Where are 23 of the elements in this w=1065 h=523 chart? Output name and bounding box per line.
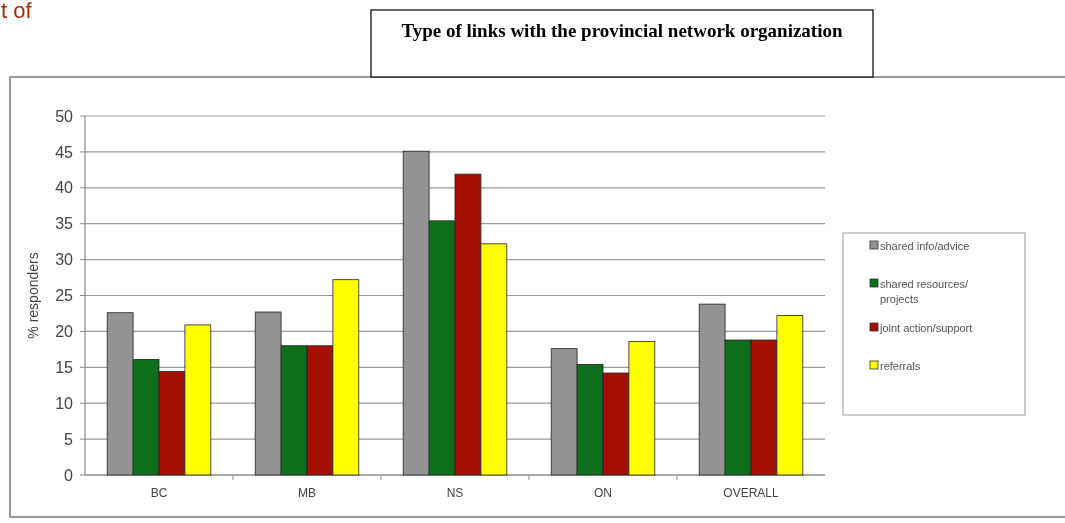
y-tick-label: 35 [55,215,74,233]
x-tick-label: BC [150,486,168,500]
legend-label: shared info/advice [880,240,970,252]
x-tick-label: ON [594,486,612,500]
legend-label: joint action/support [879,322,973,334]
y-tick-label: 0 [64,466,74,484]
y-tick-label: 40 [55,179,74,197]
y-tick-label: 25 [55,287,74,305]
chart-title: Type of links with the provincial network organization [401,20,843,41]
y-tick-label: 15 [55,358,74,376]
y-axis-title: % responders [25,252,41,339]
legend-label: referrals [880,360,921,372]
x-tick-label: OVERALL [723,486,780,500]
y-tick-label: 50 [55,107,74,125]
x-tick-label: NS [446,486,464,500]
y-tick-label: 10 [55,394,74,412]
text: t of [1,0,33,23]
y-tick-label: 45 [55,143,74,161]
y-tick-label: 5 [64,430,74,448]
x-tick-label: MB [298,486,316,500]
y-tick-label: 30 [55,251,74,269]
legend-label: shared resources/ projects [880,278,969,305]
y-tick-label: 20 [55,323,74,340]
